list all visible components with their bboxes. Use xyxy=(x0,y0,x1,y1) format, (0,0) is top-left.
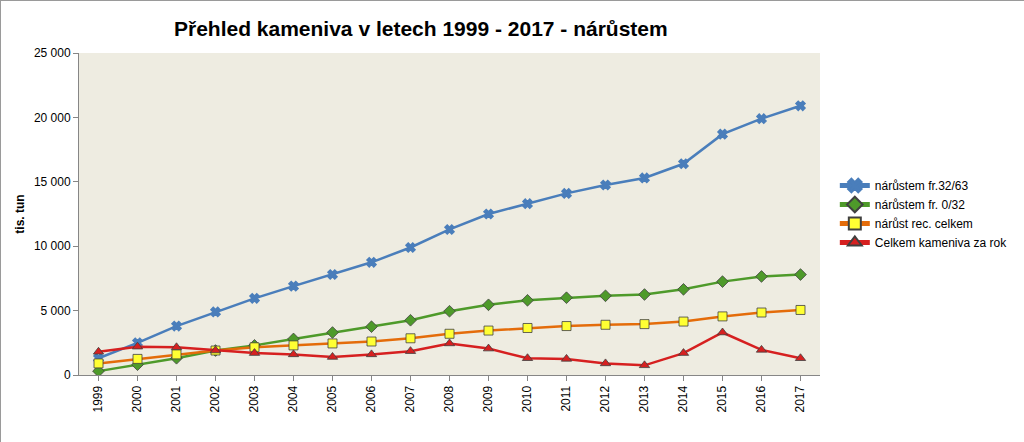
svg-text:2011: 2011 xyxy=(559,385,573,411)
svg-text:0: 0 xyxy=(64,368,71,382)
svg-text:2001: 2001 xyxy=(169,385,183,412)
svg-text:tis. tun: tis. tun xyxy=(13,194,27,233)
svg-text:2003: 2003 xyxy=(247,385,261,412)
svg-text:2013: 2013 xyxy=(637,385,651,412)
svg-text:nárůst rec. celkem: nárůst rec. celkem xyxy=(875,217,973,231)
svg-text:Celkem kameniva za rok: Celkem kameniva za rok xyxy=(875,236,1007,250)
svg-text:25 000: 25 000 xyxy=(34,46,71,60)
svg-text:2004: 2004 xyxy=(286,385,300,412)
svg-text:1999: 1999 xyxy=(91,385,105,412)
svg-text:Přehled kameniva v letech 1999: Přehled kameniva v letech 1999 - 2017 - … xyxy=(174,17,668,40)
svg-text:2008: 2008 xyxy=(442,385,456,412)
svg-text:2005: 2005 xyxy=(325,385,339,412)
svg-text:2015: 2015 xyxy=(715,385,729,412)
svg-text:20 000: 20 000 xyxy=(34,111,71,125)
svg-text:2007: 2007 xyxy=(403,385,417,412)
svg-text:2002: 2002 xyxy=(208,385,222,412)
svg-text:10 000: 10 000 xyxy=(34,239,71,253)
svg-text:2006: 2006 xyxy=(364,385,378,412)
svg-text:2010: 2010 xyxy=(520,385,534,412)
svg-text:2017: 2017 xyxy=(793,385,807,412)
svg-text:nárůstem fr.32/63: nárůstem fr.32/63 xyxy=(875,179,969,193)
svg-text:2014: 2014 xyxy=(676,385,690,412)
svg-text:5 000: 5 000 xyxy=(41,304,71,318)
svg-text:2000: 2000 xyxy=(130,385,144,412)
svg-text:2016: 2016 xyxy=(754,385,768,412)
svg-text:nárůstem fr. 0/32: nárůstem fr. 0/32 xyxy=(875,198,965,212)
svg-text:2009: 2009 xyxy=(481,385,495,412)
svg-text:2012: 2012 xyxy=(598,385,612,412)
svg-text:15 000: 15 000 xyxy=(34,175,71,189)
